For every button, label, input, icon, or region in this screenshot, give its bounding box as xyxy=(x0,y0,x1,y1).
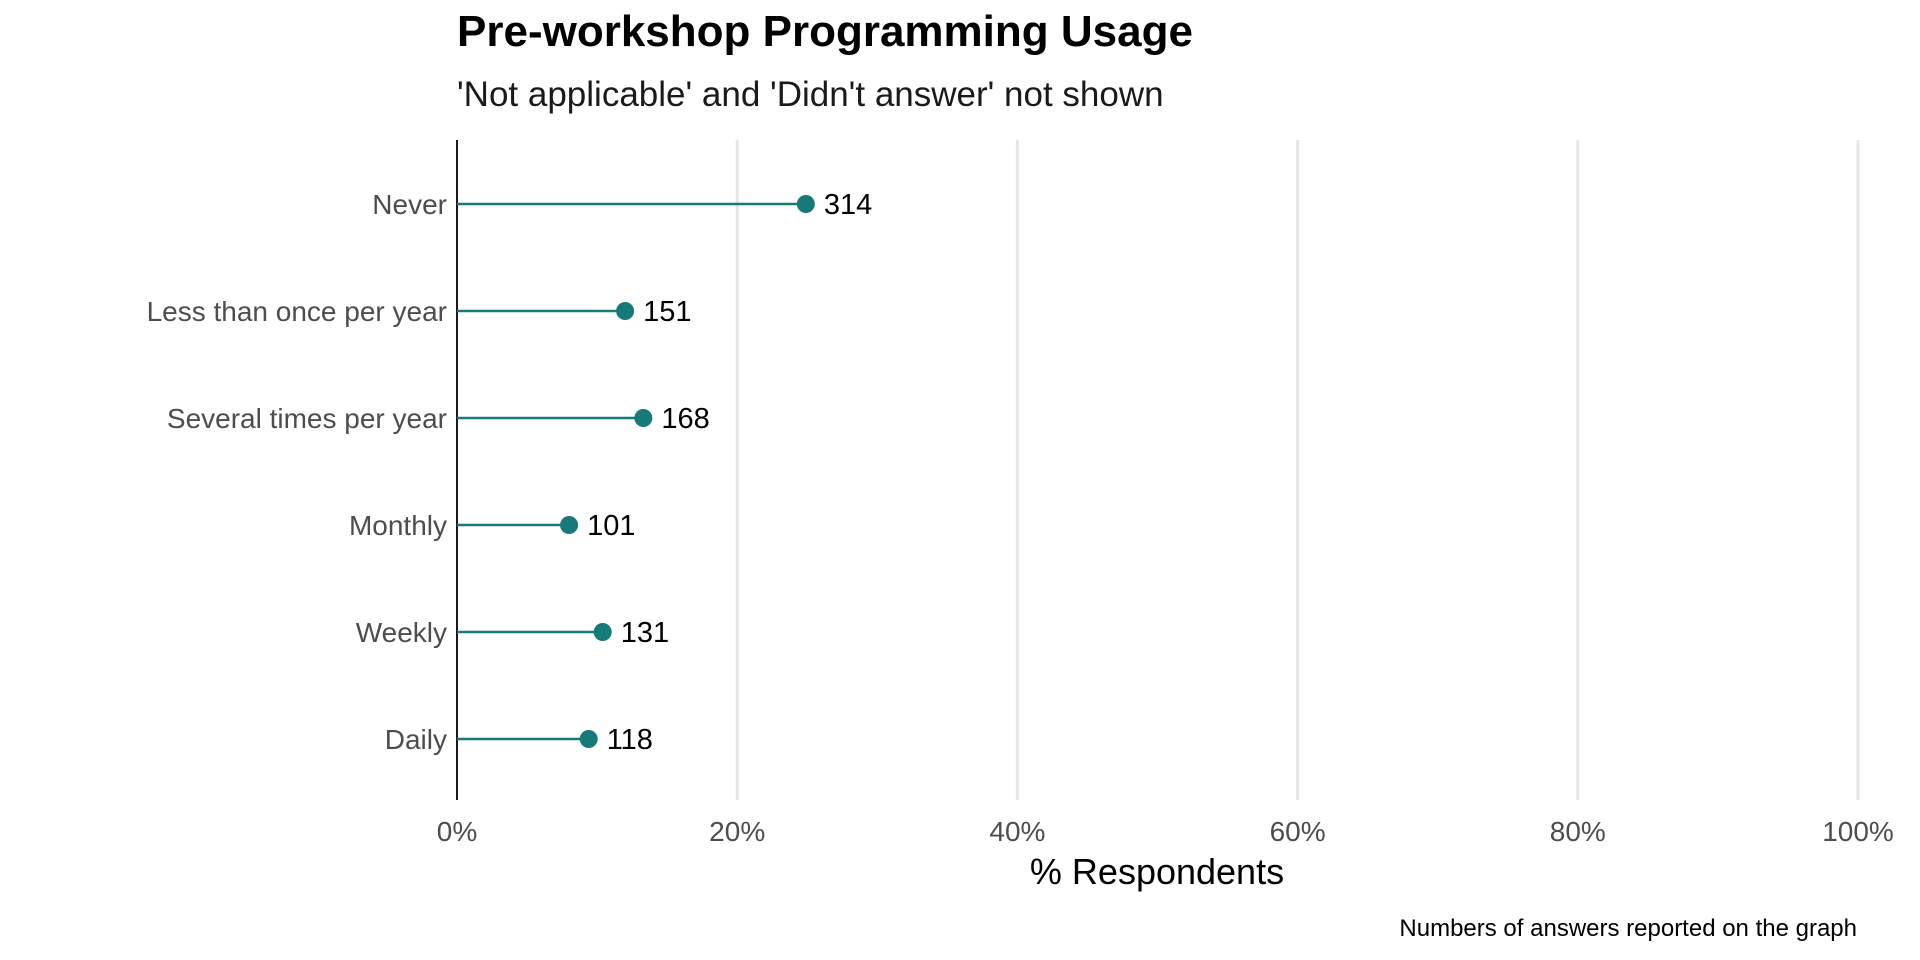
lollipop-point xyxy=(796,195,815,213)
x-axis-ticks: 0% 20% 40% 60% 80% 100% xyxy=(437,816,1894,847)
data-marks: Never 314 Less than once per year 151 Severa… xyxy=(147,189,873,756)
category-label: Less than once per year xyxy=(147,296,447,327)
x-axis-label: % Respondents xyxy=(1030,851,1284,892)
count-label: 151 xyxy=(643,296,691,328)
count-label: 314 xyxy=(824,189,872,221)
chart-title: Pre-workshop Programming Usage xyxy=(457,7,1193,56)
x-tick-label: 80% xyxy=(1550,816,1606,847)
chart-caption: Numbers of answers reported on the graph xyxy=(1399,915,1857,942)
x-tick-label: 100% xyxy=(1822,816,1894,847)
lollipop-point xyxy=(634,409,653,427)
category-label: Several times per year xyxy=(167,403,447,434)
x-tick-label: 20% xyxy=(709,816,765,847)
category-label: Monthly xyxy=(349,510,447,541)
category-label: Never xyxy=(372,189,447,220)
lollipop-point xyxy=(593,623,612,641)
x-tick-label: 40% xyxy=(989,816,1045,847)
category-label: Weekly xyxy=(356,617,447,648)
x-tick-label: 60% xyxy=(1270,816,1326,847)
category-label: Daily xyxy=(385,724,447,755)
count-label: 118 xyxy=(607,724,653,756)
chart-subtitle: 'Not applicable' and 'Didn't answer' not… xyxy=(457,75,1164,114)
count-label: 131 xyxy=(621,617,669,649)
lollipop-point xyxy=(579,730,598,748)
gridlines xyxy=(735,140,1860,800)
x-tick-label: 0% xyxy=(437,816,477,847)
count-label: 101 xyxy=(587,510,635,542)
count-label: 168 xyxy=(661,403,709,435)
lollipop-point xyxy=(560,516,579,534)
lollipop-point xyxy=(616,302,635,320)
